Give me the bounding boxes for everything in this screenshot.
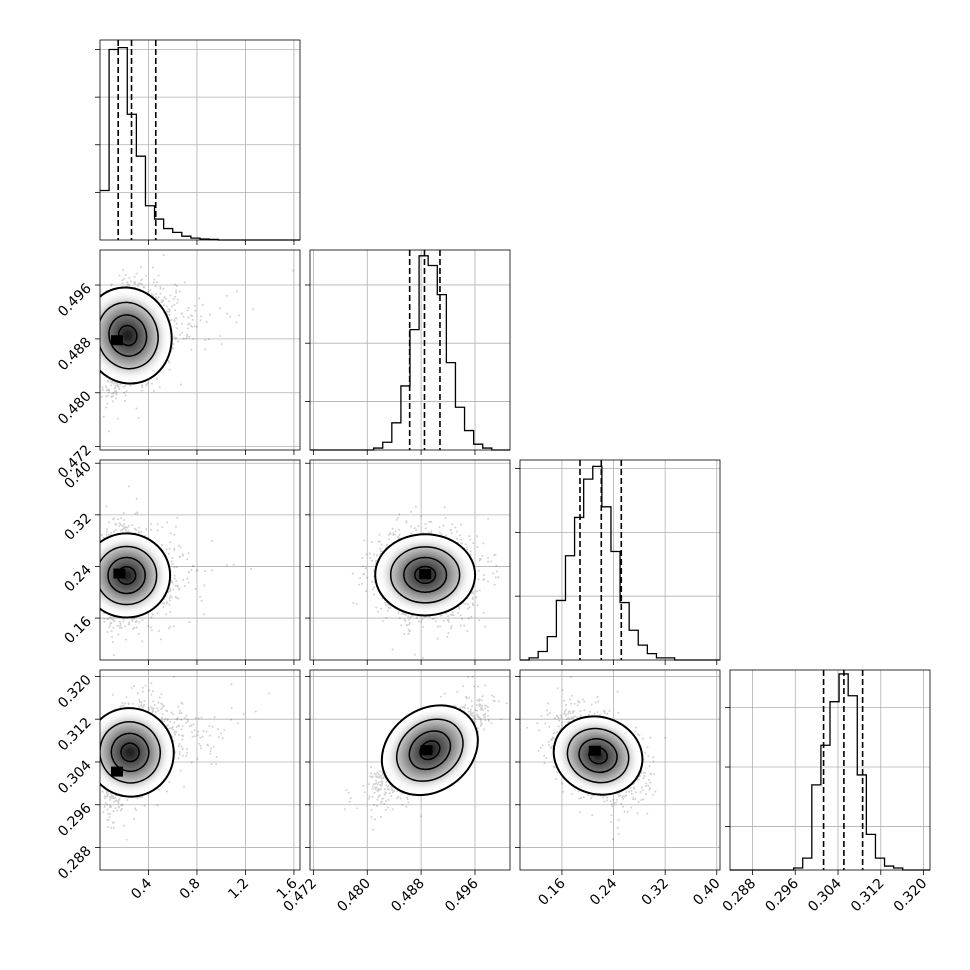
x-tick-label-p3: 0.296 [762,875,802,915]
histogram-panel-p2 [515,459,721,665]
contour-p0-p2-3 [116,566,137,585]
contour-p1-p3-1 [396,718,464,782]
x-tick-label-p0: 0.4 [128,875,155,902]
contour-p2-p3-1 [566,727,630,784]
x-tick-label-p1: 0.496 [442,875,482,915]
contour-p0-p1-1 [100,301,159,370]
x-tick-label-p2: 0.24 [587,875,620,908]
scatter-panel-p0-p3 [95,669,301,875]
contour-p0-p1-0 [100,286,173,385]
y-tick-label-p3: 0.304 [55,757,95,797]
scatter-panel-p0-p2 [95,459,301,665]
contour-p1-p3-2 [408,730,452,771]
x-tick-label-p3: 0.288 [720,876,760,916]
histogram-p0 [100,46,300,241]
contour-p2-p3-2 [578,738,618,774]
contour-p0-p2-2 [107,556,146,595]
contour-p0-p2-1 [100,545,158,606]
histogram-p3 [730,673,930,871]
x-tick-label-p1: 0.488 [388,876,428,916]
y-tick-label-p2: 0.32 [61,510,94,543]
histogram-panel-p1 [305,249,511,455]
contour-p1-p2-3 [414,565,437,584]
contour-p1-p2-0 [374,533,477,617]
x-tick-label-p3: 0.304 [805,875,845,915]
contour-p0-p3-2 [110,732,150,773]
histogram-panel-p0 [95,39,301,245]
x-tick-label-p2: 0.32 [639,876,672,909]
scatter-panel-p0-p1 [95,249,301,455]
histogram-panel-p3 [725,669,931,875]
x-tick-label-p1: 0.480 [334,876,374,916]
contour-p1-p2-1 [389,546,461,604]
y-tick-label-p3: 0.320 [55,672,95,712]
scatter-panel-p1-p3 [305,669,511,875]
y-tick-label-p1: 0.488 [55,334,95,374]
scatter-panel-p1-p2 [305,459,511,665]
contour-p0-p3-3 [120,742,140,763]
y-tick-label-p2: 0.16 [61,614,94,647]
x-tick-label-p2: 0.16 [535,875,568,908]
x-tick-label-p0: 1.2 [225,876,252,903]
contour-p0-p3-1 [100,721,161,784]
y-tick-label-p2: 0.24 [61,562,94,595]
contour-p0-p3-0 [100,707,175,798]
histogram-p2 [520,465,721,661]
contour-p0-p1-3 [117,324,138,347]
contour-p0-p2-0 [100,532,172,619]
y-tick-label-p3: 0.296 [55,800,95,840]
contour-p2-p3-0 [552,715,644,796]
y-tick-label-p1: 0.496 [55,280,95,320]
scatter-panel-p2-p3 [515,669,721,875]
contour-p0-p1-2 [108,314,148,357]
x-tick-label-p0: 0.8 [177,876,204,903]
y-tick-label-p3: 0.288 [55,843,95,883]
contour-p2-p3-3 [588,746,608,765]
x-tick-label-p3: 0.320 [891,876,931,916]
y-tick-label-p1: 0.480 [55,388,95,428]
y-tick-label-p3: 0.312 [55,715,95,755]
contour-p1-p3-3 [419,740,441,761]
x-tick-label-p3: 0.312 [848,876,888,916]
contour-p1-p2-2 [403,556,448,593]
contour-p1-p3-0 [380,704,479,797]
